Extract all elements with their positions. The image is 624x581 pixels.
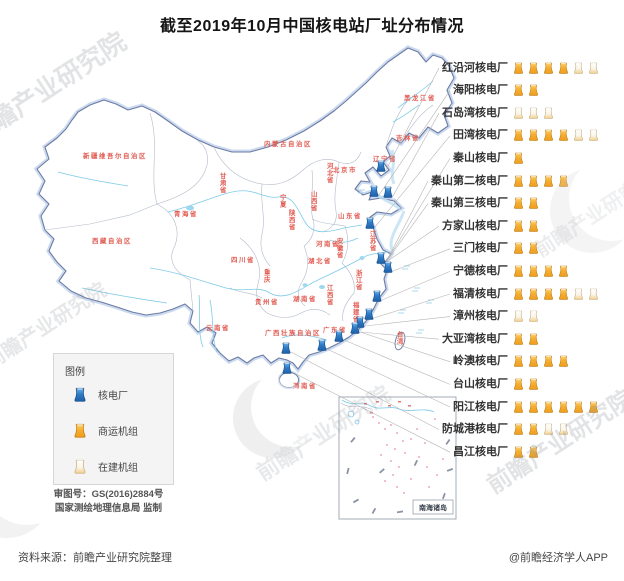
province-label: 陕西省 bbox=[288, 208, 297, 231]
province-label: 贵州省 bbox=[255, 297, 279, 306]
leader-line bbox=[364, 316, 451, 327]
map-approval-note: 审图号：GS(2016)2884号 国家测绘地理信息局 监制 bbox=[36, 488, 181, 516]
province-label: 广西壮族自治区 bbox=[265, 328, 321, 337]
plant-marker-icon bbox=[364, 308, 374, 320]
plant-marker-icon bbox=[365, 217, 375, 229]
approval-number: 审图号：GS(2016)2884号 bbox=[53, 489, 164, 500]
province-label: 吉林省 bbox=[396, 133, 420, 142]
plant-marker-icon bbox=[369, 185, 379, 197]
province-label: 内蒙古自治区 bbox=[264, 139, 312, 148]
province-label: 浙江省 bbox=[355, 268, 364, 291]
leader-line bbox=[385, 67, 440, 171]
country-outline bbox=[36, 47, 455, 370]
plant-marker-icon bbox=[383, 186, 393, 198]
province-label: 西藏自治区 bbox=[92, 236, 132, 245]
leader-line bbox=[385, 158, 451, 263]
legend-title: 图例 bbox=[65, 367, 85, 378]
plant-marker-icon bbox=[372, 290, 382, 302]
province-label: 四川省 bbox=[231, 255, 255, 264]
leader-line bbox=[381, 271, 451, 301]
plant-marker-icon bbox=[383, 261, 393, 273]
legend-item-operating: 商运机组 bbox=[72, 422, 138, 439]
operating-unit-icon bbox=[72, 422, 88, 439]
leader-line bbox=[373, 293, 451, 319]
province-label: 北京市 bbox=[333, 165, 357, 174]
province-label: 河南省 bbox=[316, 239, 340, 248]
taiwan-island bbox=[394, 331, 406, 351]
province-label: 江西省 bbox=[326, 283, 335, 306]
leader-line bbox=[392, 248, 451, 272]
province-label: 甘肃省 bbox=[219, 171, 228, 194]
province-label: 辽宁省 bbox=[373, 154, 397, 163]
province-label: 新疆维吾尔自治区 bbox=[83, 151, 147, 160]
province-label: 湖北省 bbox=[308, 256, 332, 265]
data-source: 资料来源：前瞻产业研究院整理 bbox=[18, 552, 172, 564]
province-label: 河北省 bbox=[326, 161, 335, 184]
leader-line bbox=[290, 351, 440, 430]
province-label: 福建省 bbox=[352, 300, 361, 323]
producer: 国家测绘地理信息局 监制 bbox=[54, 503, 163, 514]
province-label: 重庆 bbox=[264, 268, 272, 284]
legend-item-plant: 核电厂 bbox=[72, 386, 128, 403]
leader-line bbox=[291, 371, 451, 453]
rivers bbox=[57, 80, 434, 353]
plant-marker-icon bbox=[282, 362, 292, 374]
legend-item-under-construction: 在建机组 bbox=[72, 458, 138, 475]
south-china-sea-inset: 南海诸岛 bbox=[338, 396, 457, 520]
province-label: 山东省 bbox=[338, 211, 362, 220]
plant-marker-icon bbox=[376, 252, 386, 264]
leader-line bbox=[378, 90, 451, 196]
leader-line bbox=[385, 225, 440, 263]
leader-lines bbox=[290, 67, 451, 453]
page-title: 截至2019年10月中国核电站厂址分布情况 bbox=[160, 18, 464, 35]
leader-line bbox=[374, 135, 451, 228]
leader-line bbox=[385, 180, 429, 263]
inset-title: 南海诸岛 bbox=[419, 503, 447, 512]
legend-label: 核电厂 bbox=[98, 391, 128, 402]
legend-label: 在建机组 bbox=[98, 463, 138, 474]
inset-red-marks bbox=[364, 401, 411, 414]
province-label: 湖南省 bbox=[293, 294, 317, 303]
leader-line bbox=[359, 331, 440, 340]
leader-line bbox=[326, 348, 451, 408]
province-label: 山西省 bbox=[310, 189, 319, 212]
plant-marker-icon bbox=[334, 330, 344, 342]
leader-line bbox=[359, 331, 451, 363]
app-credit: @前瞻经济学人APP bbox=[508, 552, 608, 564]
plant-marker-icon bbox=[281, 342, 291, 354]
province-label: 安徽省 bbox=[336, 236, 345, 259]
leader-line bbox=[385, 203, 429, 263]
inset-islands bbox=[372, 416, 444, 494]
province-label: 江苏省 bbox=[369, 229, 378, 252]
province-label: 台湾 bbox=[397, 330, 405, 346]
under-construction-unit-icon bbox=[72, 458, 88, 475]
province-label: 宁夏 bbox=[279, 193, 288, 209]
map-legend: 图例 核电厂 商运机组 在建机组 bbox=[53, 353, 174, 485]
province-label: 海南省 bbox=[293, 381, 317, 390]
province-label: 云南省 bbox=[206, 323, 230, 332]
province-label: 青海省 bbox=[174, 209, 198, 218]
province-label: 广东省 bbox=[323, 325, 347, 334]
province-label: 黑龙江省 bbox=[404, 93, 436, 102]
leader-line bbox=[392, 113, 440, 197]
plant-marker-icon bbox=[376, 160, 386, 172]
plant-marker-icon bbox=[317, 339, 327, 351]
plant-marker-icon bbox=[72, 386, 88, 403]
legend-label: 商运机组 bbox=[98, 427, 138, 438]
plant-marker-icon bbox=[350, 322, 360, 334]
leader-line bbox=[343, 339, 451, 385]
